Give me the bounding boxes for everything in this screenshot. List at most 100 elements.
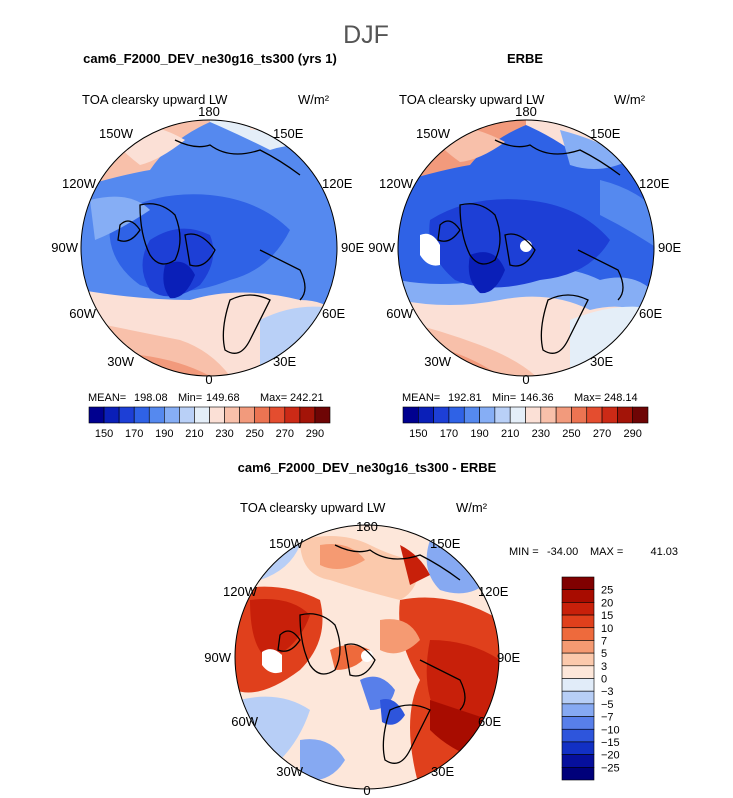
colorbar-tick-label: 150 bbox=[409, 428, 427, 440]
stat-label: Max= bbox=[260, 392, 287, 404]
colorbar-tick-label: −25 bbox=[601, 762, 620, 774]
stat-min: -34.00 bbox=[547, 546, 578, 558]
colorbar-tick-label: −15 bbox=[601, 737, 620, 749]
panel-obs-title: ERBE bbox=[507, 51, 543, 66]
lon-label: 90E bbox=[658, 240, 681, 255]
colorbar-cell bbox=[561, 589, 595, 603]
colorbar-cell bbox=[525, 406, 542, 424]
colorbar-cell bbox=[561, 665, 595, 679]
colorbar-tick-label: −5 bbox=[601, 699, 614, 711]
colorbar-tick-label: 0 bbox=[601, 674, 607, 686]
panel-diff-stats: MIN = -34.00 MAX = 41.03 bbox=[509, 546, 678, 558]
lon-label: 60W bbox=[69, 306, 96, 321]
colorbar-cell bbox=[209, 406, 225, 424]
lon-label: 150W bbox=[416, 126, 451, 141]
panel-obs: ERBE TOA clearsky upward LW W/m² 180 0 9… bbox=[368, 51, 681, 440]
panel-diff-title: cam6_F2000_DEV_ne30g16_ts300 - ERBE bbox=[238, 460, 497, 475]
lon-label: 90W bbox=[204, 650, 231, 665]
colorbar-cell bbox=[561, 754, 595, 768]
lon-label: 60E bbox=[639, 306, 662, 321]
colorbar-cell bbox=[561, 703, 595, 717]
lon-label: 30W bbox=[424, 354, 451, 369]
colorbar-cell bbox=[561, 602, 595, 616]
panel-diff-map bbox=[235, 525, 499, 789]
colorbar-cell bbox=[479, 406, 496, 424]
stat-max: 41.03 bbox=[650, 546, 678, 558]
colorbar-cell bbox=[433, 406, 450, 424]
colorbar-cell bbox=[561, 627, 595, 641]
colorbar-cell bbox=[509, 406, 526, 424]
colorbar-cell bbox=[103, 406, 120, 424]
colorbar-cell bbox=[561, 576, 595, 590]
lon-label: 90E bbox=[497, 650, 520, 665]
lon-label: 120E bbox=[322, 176, 353, 191]
stat-label: Max= bbox=[574, 392, 601, 404]
panel-model: cam6_F2000_DEV_ne30g16_ts300 (yrs 1) TOA… bbox=[51, 51, 364, 440]
stat-label: Min= bbox=[492, 392, 516, 404]
colorbar-cell bbox=[269, 406, 286, 424]
lon-label: 180 bbox=[198, 104, 220, 119]
colorbar-tick-label: 230 bbox=[215, 428, 233, 440]
stat-mean: 198.08 bbox=[134, 392, 168, 404]
colorbar-cell bbox=[561, 652, 595, 667]
panel-obs-stats: MEAN= 192.81 Min= 146.36 Max= 248.14 bbox=[402, 392, 638, 404]
stat-label: MEAN= bbox=[88, 392, 126, 404]
colorbar-tick-label: −10 bbox=[601, 724, 620, 736]
colorbar-cell bbox=[402, 406, 419, 424]
stat-label: MIN = bbox=[509, 546, 539, 558]
colorbar-cell bbox=[148, 406, 165, 424]
lon-label: 120W bbox=[62, 176, 97, 191]
colorbar-cell bbox=[164, 406, 180, 424]
colorbar-cell bbox=[314, 406, 331, 424]
colorbar-tick-label: 5 bbox=[601, 648, 607, 660]
lon-label: 90W bbox=[51, 240, 78, 255]
lon-label: 0 bbox=[522, 372, 529, 387]
lon-label: 60E bbox=[322, 306, 345, 321]
colorbar-cell bbox=[448, 406, 465, 424]
lon-label: 30W bbox=[276, 764, 303, 779]
colorbar-tick-label: 250 bbox=[246, 428, 264, 440]
colorbar-cell bbox=[561, 741, 595, 755]
lon-label: 120E bbox=[639, 176, 670, 191]
colorbar-tick-label: 170 bbox=[440, 428, 458, 440]
stat-min: 149.68 bbox=[206, 392, 240, 404]
panel-obs-variable: TOA clearsky upward LW bbox=[399, 92, 545, 107]
colorbar-tick-label: 190 bbox=[155, 428, 173, 440]
colorbar-tick-label: 150 bbox=[95, 428, 113, 440]
stat-min: 146.36 bbox=[520, 392, 554, 404]
stat-max: 242.21 bbox=[290, 392, 324, 404]
colorbar-cell bbox=[239, 406, 255, 424]
colorbar-cell bbox=[561, 767, 595, 781]
colorbar-cell bbox=[299, 406, 316, 424]
stat-max: 248.14 bbox=[604, 392, 638, 404]
colorbar-cell bbox=[561, 728, 595, 743]
panel-model-units: W/m² bbox=[298, 92, 330, 107]
panel-model-title: cam6_F2000_DEV_ne30g16_ts300 (yrs 1) bbox=[83, 51, 337, 66]
colorbar-tick-label: 190 bbox=[470, 428, 488, 440]
lon-label: 120W bbox=[223, 584, 258, 599]
colorbar-cell bbox=[561, 614, 595, 629]
lon-label: 120W bbox=[379, 176, 414, 191]
colorbar-cell bbox=[133, 406, 150, 424]
colorbar-cell bbox=[561, 678, 595, 692]
lon-label: 30E bbox=[431, 764, 454, 779]
lon-label: 30W bbox=[107, 354, 134, 369]
colorbar-tick-label: 3 bbox=[601, 661, 607, 673]
colorbar-tick-label: 7 bbox=[601, 635, 607, 647]
season-title: DJF bbox=[343, 21, 389, 49]
colorbar-cell bbox=[194, 406, 210, 424]
lon-label: 60W bbox=[231, 714, 258, 729]
colorbar-cell bbox=[561, 716, 595, 730]
colorbar-tick-label: 290 bbox=[306, 428, 324, 440]
colorbar-tick-label: 290 bbox=[624, 428, 642, 440]
lon-label: 0 bbox=[205, 372, 212, 387]
lon-label: 150E bbox=[590, 126, 621, 141]
colorbar-cell bbox=[494, 406, 511, 424]
lon-label: 180 bbox=[515, 104, 537, 119]
colorbar-tick-label: 15 bbox=[601, 610, 613, 622]
lon-label: 150W bbox=[269, 536, 304, 551]
colorbar-tick-label: 170 bbox=[125, 428, 143, 440]
colorbar-cell bbox=[418, 406, 434, 424]
colorbar-cell bbox=[561, 640, 595, 654]
